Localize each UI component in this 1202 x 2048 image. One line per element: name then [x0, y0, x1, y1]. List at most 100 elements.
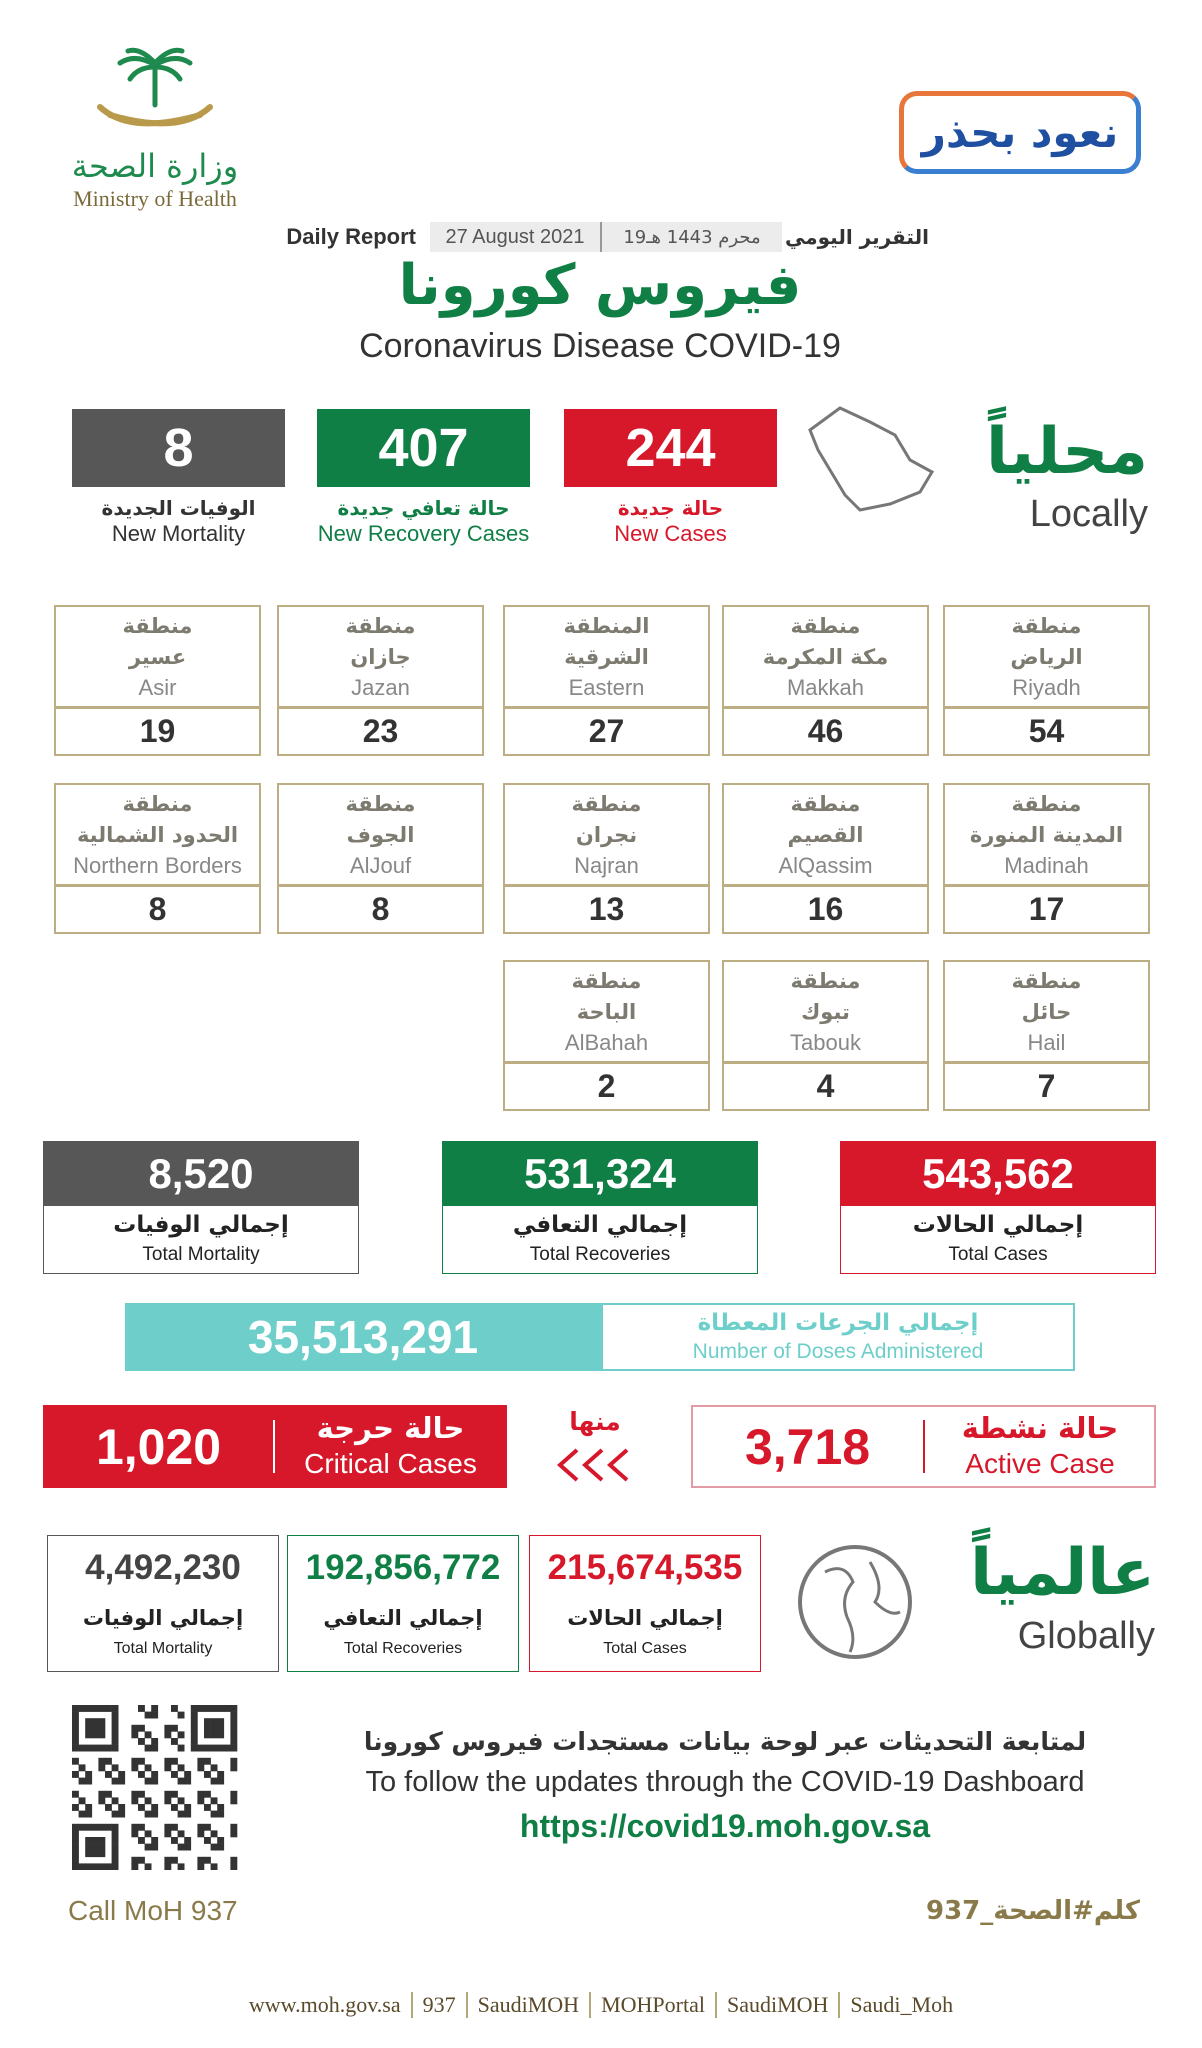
region-name-en: Northern Borders	[73, 853, 242, 878]
region-divider	[503, 706, 710, 709]
region-divider	[277, 706, 484, 709]
total-value: 543,562	[840, 1141, 1156, 1206]
critical-value: 1,020	[95, 1418, 222, 1475]
report-label-ar: التقرير اليومي	[785, 225, 929, 249]
qr-cell	[85, 1744, 93, 1752]
region-prefix: منطقة	[790, 792, 861, 816]
qr-cell	[98, 1757, 106, 1765]
title-en: Coronavirus Disease COVID-19	[359, 326, 841, 365]
active-label-en: Active Case	[965, 1448, 1115, 1479]
qr-cell	[111, 1850, 119, 1858]
qr-cell	[91, 1744, 99, 1752]
region-name-ar: مكة المكرمة	[762, 645, 889, 669]
qr-cell	[91, 1718, 99, 1726]
global-box	[529, 1535, 761, 1672]
qr-cell	[118, 1777, 126, 1785]
critical-divider	[273, 1420, 275, 1473]
qr-cell	[131, 1863, 139, 1870]
qr-cell	[164, 1823, 172, 1831]
qr-cell	[144, 1863, 152, 1870]
region-name-ar: القصيم	[787, 823, 864, 847]
region-box	[722, 605, 929, 756]
qr-cell	[177, 1810, 185, 1818]
global-value: 215,674,535	[547, 1547, 743, 1587]
ministry-name-ar: وزارة الصحة	[71, 147, 239, 185]
qr-cell	[171, 1804, 178, 1811]
region-name-en: Eastern	[568, 675, 645, 700]
region-value: 8	[371, 891, 390, 927]
report-date: 27 August 2021	[430, 222, 602, 252]
region-name-en: AlJouf	[349, 853, 412, 878]
footer-item[interactable]: SaudiMOH	[465, 1992, 589, 2018]
qr-cell	[217, 1804, 225, 1811]
arrows	[556, 1448, 629, 1482]
qr-cell	[111, 1863, 119, 1870]
local-stat-label-ar: حالة جديدة	[617, 496, 724, 520]
qr-cell	[164, 1797, 172, 1805]
footer-item[interactable]: www.moh.gov.sa	[248, 1992, 401, 2017]
local-stat-value: 8	[72, 409, 285, 487]
qr-cell	[184, 1810, 192, 1818]
qr-cell	[85, 1863, 93, 1870]
qr-cell	[98, 1797, 106, 1805]
region-box	[503, 605, 710, 756]
footer-item[interactable]: MOHPortal	[589, 1992, 715, 2018]
qr-cell	[91, 1863, 99, 1870]
qr-cell	[78, 1810, 86, 1818]
qr-cell	[144, 1777, 152, 1785]
qr-cell	[144, 1830, 152, 1838]
global-box	[47, 1535, 279, 1672]
qr-cell	[72, 1724, 79, 1732]
local-title-ar: محلياً	[985, 415, 1148, 489]
total-label-ar: إجمالي الحالات	[912, 1212, 1084, 1238]
footer-item[interactable]: 937	[410, 1992, 466, 2018]
qr-cell	[177, 1797, 185, 1805]
region-prefix: منطقة	[1011, 792, 1082, 816]
qr-cell	[177, 1830, 185, 1838]
region-divider	[277, 884, 484, 887]
region-prefix: منطقة	[790, 614, 861, 638]
qr-cell	[171, 1790, 178, 1798]
qr-cell	[197, 1797, 205, 1805]
qr-code	[72, 1705, 238, 1870]
qr-cell	[204, 1744, 211, 1752]
total-label-en: Total Mortality	[142, 1244, 260, 1265]
total-value: 8,520	[43, 1141, 359, 1206]
qr-cell	[177, 1731, 185, 1739]
qr-cell	[111, 1744, 119, 1752]
qr-cell	[230, 1731, 238, 1739]
qr-cell	[85, 1724, 93, 1732]
region-name-en: Najran	[574, 853, 639, 878]
qr-cell	[184, 1837, 192, 1844]
report-label-en: Daily Report	[286, 224, 416, 249]
qr-cell	[138, 1738, 145, 1745]
qr-cell	[171, 1724, 178, 1732]
region-prefix: منطقة	[345, 792, 416, 816]
region-divider	[54, 884, 261, 887]
critical-label-ar: حالة حرجة	[316, 1411, 465, 1445]
qr-cell	[85, 1810, 93, 1818]
qr-cell	[210, 1718, 218, 1726]
global-label-ar: إجمالي التعافي	[323, 1606, 483, 1630]
region-box	[54, 783, 261, 934]
qr-cell	[111, 1731, 119, 1739]
footer-item[interactable]: SaudiMOH	[714, 1992, 838, 2018]
region-value: 7	[1037, 1068, 1056, 1104]
qr-cell	[111, 1797, 119, 1805]
region-prefix: المنطقة	[563, 614, 650, 638]
global-label-ar: إجمالي الحالات	[567, 1606, 723, 1630]
qr-cell	[72, 1790, 79, 1798]
footer-item[interactable]: Saudi_Moh	[838, 1992, 963, 2018]
qr-cell	[78, 1764, 86, 1772]
qr-cell	[190, 1711, 198, 1719]
qr-cell	[197, 1856, 205, 1864]
region-value: 19	[139, 713, 176, 749]
qr-cell	[177, 1744, 185, 1752]
global-value: 192,856,772	[305, 1547, 501, 1587]
ministry-name-en: Ministry of Health	[73, 186, 237, 211]
qr-cell	[138, 1757, 145, 1765]
region-box	[943, 605, 1150, 756]
qr-cell	[91, 1724, 99, 1732]
qr-cell	[217, 1771, 225, 1778]
